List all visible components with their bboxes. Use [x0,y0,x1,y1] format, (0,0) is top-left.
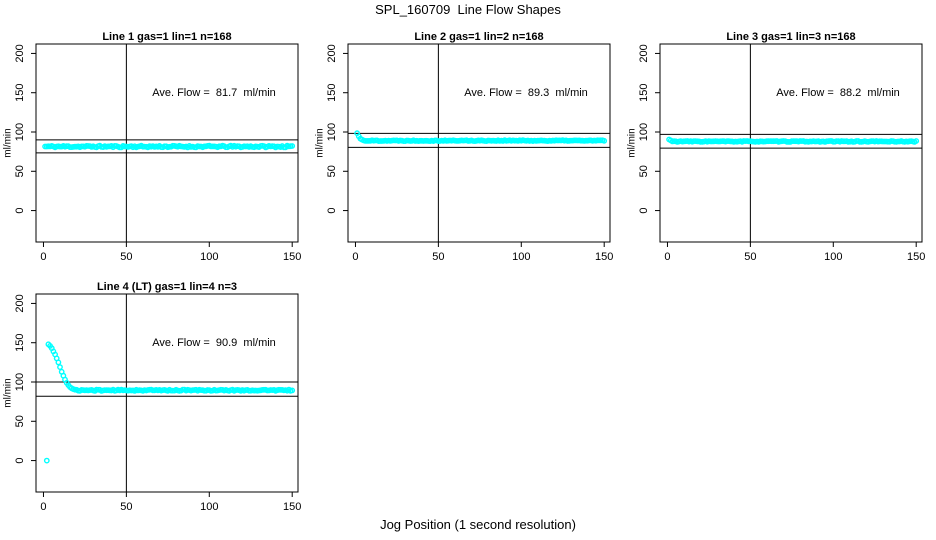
y-tick-label: 50 [14,165,26,177]
plot-box [347,43,611,243]
data-point [57,364,63,371]
x-tick-label: 150 [283,251,301,263]
y-tick-label: 200 [14,294,26,312]
x-tick-label: 100 [200,501,218,513]
data-point [43,457,50,464]
y-tick-label: 0 [326,208,338,214]
panel-line-1: 0 50 100 150 0 50 100 150 200 Line 1 gas=1 lin=1… [0,14,312,264]
x-tick-label: 0 [352,251,358,263]
x-tick-label: 50 [120,251,132,263]
x-tick-label: 50 [744,251,756,263]
y-tick-label: 100 [14,373,26,391]
y-tick-label: 50 [638,165,650,177]
ave-flow-annotation: Ave. Flow = 81.7 ml/min [152,87,276,99]
y-axis-label: ml/min [2,128,14,158]
x-tick-label: 50 [432,251,444,263]
ave-flow-annotation: Ave. Flow = 88.2 ml/min [776,87,900,99]
panel-title: Line 4 (LT) gas=1 lin=4 n=3 [96,281,238,293]
plot-box [35,43,299,243]
plot-box [35,293,299,493]
page-title: SPL_160709 Line Flow Shapes [375,2,561,17]
x-tick-label: 0 [40,501,46,513]
y-tick-label: 50 [326,165,338,177]
y-axis-label: ml/min [314,128,326,158]
y-tick-label: 150 [638,84,650,102]
data-point [601,137,608,144]
x-tick-label: 0 [664,251,670,263]
y-tick-label: 200 [638,44,650,62]
data-point [55,359,62,366]
plot-area-line-2: 0 50 100 150 0 50 100 150 200 [326,43,613,263]
y-tick-label: 0 [14,208,26,214]
panel-line-3: 0 50 100 150 0 50 100 150 200 Line 3 gas=1 lin=3… [624,14,936,264]
y-tick-label: 200 [14,44,26,62]
y-tick-label: 150 [14,84,26,102]
panel-line-4: 0 50 100 150 0 50 100 150 200 Line 4 (LT) gas=1 … [0,264,312,514]
x-tick-label: 150 [907,251,925,263]
data-point [289,143,296,149]
x-tick-label: 150 [595,251,613,263]
x-tick-label: 50 [120,501,132,513]
y-tick-label: 0 [638,208,650,214]
data-point [913,138,920,144]
data-point [289,387,296,394]
y-tick-label: 100 [14,123,26,141]
x-tick-label: 150 [283,501,301,513]
x-tick-label: 100 [512,251,530,263]
plot-area-line-1: 0 50 100 150 0 50 100 150 200 [14,43,301,263]
y-tick-label: 100 [326,123,338,141]
panel-title: Line 1 gas=1 lin=1 n=168 [102,31,232,43]
y-tick-label: 0 [14,458,26,464]
x-tick-label: 0 [40,251,46,263]
x-tick-label: 100 [824,251,842,263]
x-tick-label: 100 [200,251,218,263]
y-axis-label: ml/min [626,128,638,158]
plot-box [659,43,923,243]
y-tick-label: 150 [14,334,26,352]
y-tick-label: 100 [638,123,650,141]
y-tick-label: 150 [326,84,338,102]
panel-title: Line 3 gas=1 lin=3 n=168 [726,31,856,43]
y-axis-label: ml/min [2,378,14,408]
ave-flow-annotation: Ave. Flow = 90.9 ml/min [152,337,276,349]
panel-line-2: 0 50 100 150 0 50 100 150 200 Line 2 gas=1 lin=2… [312,14,624,264]
plot-area-line-4: 0 50 100 150 0 50 100 150 200 [14,293,301,513]
panel-title: Line 2 gas=1 lin=2 n=168 [414,31,544,43]
y-tick-label: 50 [14,415,26,427]
ave-flow-annotation: Ave. Flow = 89.3 ml/min [464,87,588,99]
x-axis-label: Jog Position (1 second resolution) [380,517,576,532]
y-tick-label: 200 [326,44,338,62]
plot-area-line-3: 0 50 100 150 0 50 100 150 200 [638,43,925,263]
